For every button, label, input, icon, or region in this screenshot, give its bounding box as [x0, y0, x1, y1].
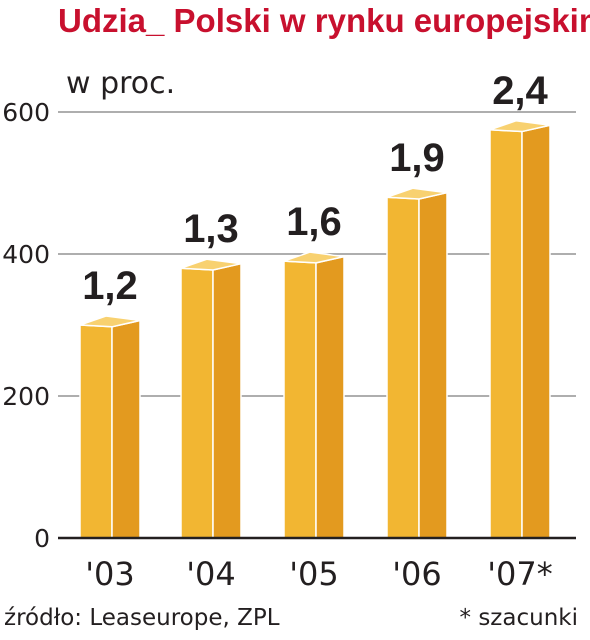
y-axis-ticks: 0 200 400 600 [2, 98, 50, 553]
bar-front-face [489, 128, 523, 539]
x-tick-label: '05 [289, 555, 339, 593]
bar-side-face [521, 124, 551, 539]
bar-top-face [79, 315, 141, 328]
bar-front-face [283, 260, 317, 539]
data-label: 2,4 [492, 69, 548, 113]
bar-side-face [212, 262, 242, 539]
bar-side-face [111, 319, 141, 539]
bars [79, 119, 551, 539]
bar-top-face [180, 258, 242, 271]
data-label: 1,6 [286, 200, 342, 244]
source-note: źródło: Leaseurope, ZPL [4, 605, 280, 631]
bar-top-face [283, 251, 345, 264]
x-tick-label: '06 [392, 555, 442, 593]
data-label: 1,2 [82, 264, 138, 308]
bar [180, 258, 242, 539]
bar-side-face [418, 191, 448, 539]
x-axis-ticks: '03 '04 '05 '06 '07* [85, 555, 553, 593]
bar [489, 119, 551, 539]
unit-label: w proc. [66, 66, 176, 101]
y-tick-label: 600 [2, 98, 50, 127]
bar-front-face [180, 267, 214, 539]
bar-front-face [79, 324, 113, 539]
chart-title: Udzia_ Polski w rynku europejskim [58, 2, 590, 39]
data-label: 1,9 [389, 136, 445, 180]
y-tick-label: 0 [34, 524, 50, 553]
bar-front-face [386, 196, 420, 539]
x-tick-label: '04 [186, 555, 236, 593]
bar-top-face [489, 119, 551, 133]
data-label: 1,3 [183, 207, 239, 251]
bar [386, 187, 448, 539]
bar-side-face [315, 255, 345, 539]
bar [283, 251, 345, 539]
footnote: * szacunki [459, 605, 578, 631]
x-tick-label: '07* [487, 555, 553, 593]
y-tick-label: 200 [2, 382, 50, 411]
data-labels: 1,2 1,3 1,6 1,9 2,4 [82, 69, 548, 308]
x-tick-label: '03 [85, 555, 135, 593]
bar [79, 315, 141, 539]
bar-top-face [386, 187, 448, 200]
y-tick-label: 400 [2, 240, 50, 269]
